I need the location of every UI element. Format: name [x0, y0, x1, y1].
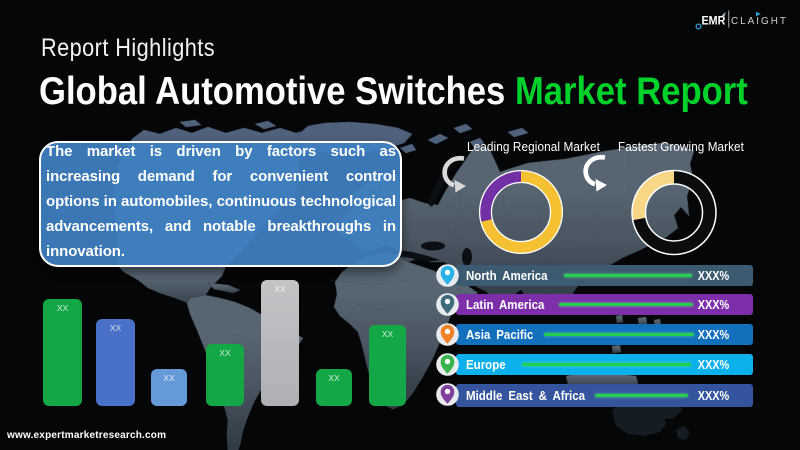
svg-text:CLAIGHT: CLAIGHT — [731, 16, 788, 27]
svg-text:EMR: EMR — [702, 14, 726, 28]
